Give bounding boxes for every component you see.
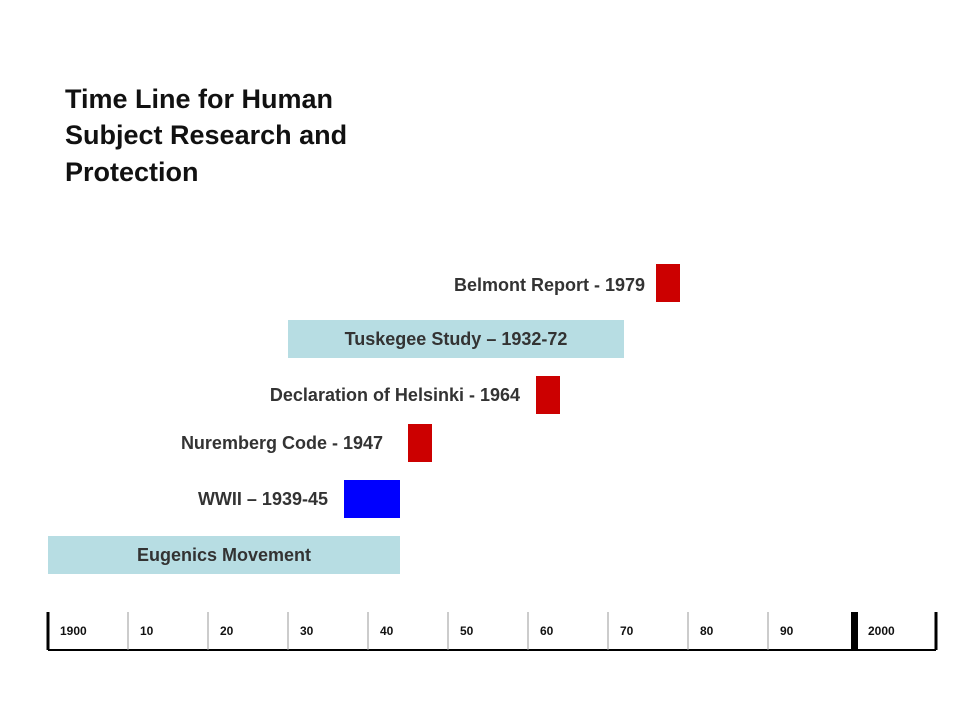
event-marker bbox=[536, 376, 560, 414]
axis-marker bbox=[851, 612, 858, 650]
event-span bbox=[48, 536, 400, 574]
event-label: Declaration of Helsinki - 1964 bbox=[270, 385, 520, 405]
event-marker bbox=[408, 424, 432, 462]
axis-label: 70 bbox=[620, 624, 634, 638]
title-line: Subject Research and bbox=[65, 120, 347, 150]
title-line: Time Line for Human bbox=[65, 84, 333, 114]
axis-label: 80 bbox=[700, 624, 714, 638]
axis-label: 2000 bbox=[868, 624, 895, 638]
event-marker bbox=[656, 264, 680, 302]
axis-label: 60 bbox=[540, 624, 554, 638]
axis-label: 40 bbox=[380, 624, 394, 638]
axis-label: 10 bbox=[140, 624, 154, 638]
axis-label: 1900 bbox=[60, 624, 87, 638]
event-label: Tuskegee Study – 1932-72 bbox=[345, 329, 568, 349]
axis-label: 20 bbox=[220, 624, 234, 638]
event-span bbox=[288, 320, 624, 358]
axis-label: 90 bbox=[780, 624, 794, 638]
event-label: WWII – 1939-45 bbox=[198, 489, 328, 509]
axis-label: 50 bbox=[460, 624, 474, 638]
event-span bbox=[344, 480, 400, 518]
event-label: Belmont Report - 1979 bbox=[454, 275, 645, 295]
title-line: Protection bbox=[65, 157, 199, 187]
event-label: Eugenics Movement bbox=[137, 545, 311, 565]
axis-label: 30 bbox=[300, 624, 314, 638]
timeline-axis: 1900 10 20 30 40 50 60 70 80 90 2000 bbox=[46, 612, 938, 651]
event-label: Nuremberg Code - 1947 bbox=[181, 433, 383, 453]
